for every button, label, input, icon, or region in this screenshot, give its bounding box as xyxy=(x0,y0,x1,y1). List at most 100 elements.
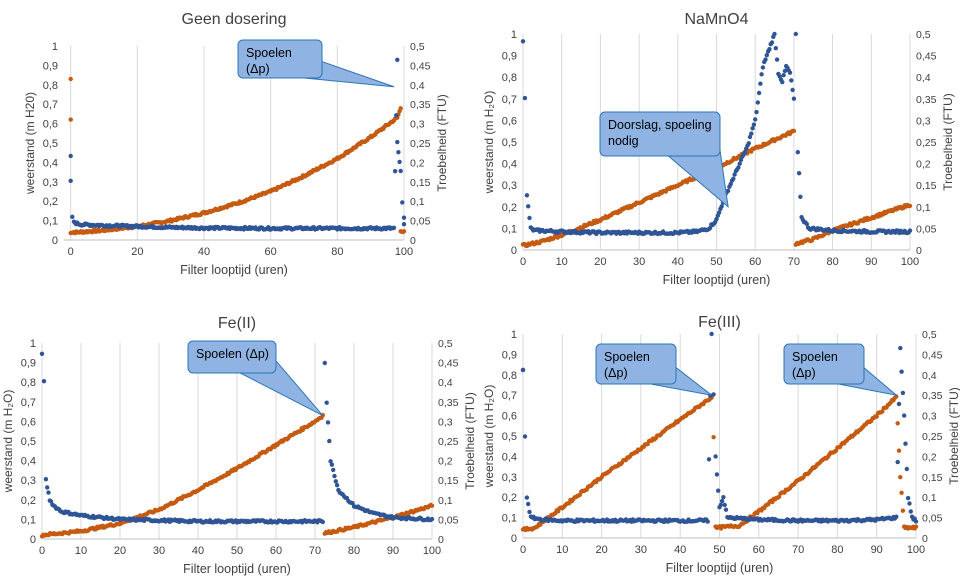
data-point xyxy=(350,501,355,506)
y-tick-label: 0,6 xyxy=(502,411,517,423)
data-point xyxy=(395,57,400,62)
data-point xyxy=(895,459,900,465)
data-point xyxy=(782,68,788,74)
y2-tick-label: 0,15 xyxy=(410,177,431,189)
callout-text: Spoelen (Δp) xyxy=(196,347,269,361)
data-point xyxy=(793,31,798,37)
data-point xyxy=(894,514,899,519)
callout-text: nodig xyxy=(608,134,639,148)
y-tick-label: 0,1 xyxy=(502,513,517,525)
data-point xyxy=(527,509,532,515)
turbidity-series xyxy=(520,331,919,525)
x-tick-label: 60 xyxy=(270,545,282,557)
callout-box xyxy=(783,343,865,385)
y2-tick-label: 0,35 xyxy=(410,99,431,111)
data-point xyxy=(798,194,803,199)
data-point xyxy=(68,117,73,122)
callout: Doorslag, spoeling nodig xyxy=(599,111,729,209)
y2-tick-label: 0,5 xyxy=(922,329,937,341)
y-tick-label: 0,9 xyxy=(502,51,517,63)
x-tick-label: 30 xyxy=(633,256,645,268)
y2-axis-label: Troebelheid (FTU) xyxy=(947,387,960,485)
data-point xyxy=(774,57,780,62)
y2-tick-label: 0,3 xyxy=(916,115,931,127)
y2-tick-label: 0,3 xyxy=(922,411,937,423)
y-tick-label: 0,1 xyxy=(21,514,36,526)
x-tick-label: 20 xyxy=(595,544,607,556)
data-point xyxy=(398,168,403,174)
x-tick-label: 50 xyxy=(231,545,243,557)
y-axis-label: weerstand (m H₂O) xyxy=(1,390,15,494)
data-point xyxy=(333,479,338,484)
data-point xyxy=(769,40,775,45)
x-tick-label: 100 xyxy=(907,544,925,556)
y2-tick-label: 0,25 xyxy=(438,436,459,448)
y-tick-label: 1 xyxy=(511,29,517,41)
data-point xyxy=(791,128,797,134)
x-tick-label: 100 xyxy=(423,545,441,557)
x-tick-label: 100 xyxy=(395,246,413,258)
y-tick-label: 0,9 xyxy=(502,349,517,361)
data-point xyxy=(795,150,800,155)
data-point xyxy=(68,178,73,183)
data-point xyxy=(400,200,405,205)
data-point xyxy=(728,181,733,187)
x-tick-label: 60 xyxy=(265,246,277,258)
x-tick-label: 40 xyxy=(192,545,204,557)
data-point xyxy=(527,215,532,221)
data-point xyxy=(322,360,327,366)
data-point xyxy=(711,392,716,397)
data-point xyxy=(398,106,403,111)
data-point xyxy=(520,367,526,373)
y-tick-label: 1 xyxy=(511,329,517,341)
y-tick-label: 0,6 xyxy=(502,115,517,127)
data-point xyxy=(789,78,794,83)
data-point xyxy=(750,126,755,131)
data-point xyxy=(429,516,435,522)
callout-text: (Δp) xyxy=(792,366,816,380)
data-point xyxy=(711,435,716,440)
y-tick-label: 0,8 xyxy=(43,80,58,92)
y2-tick-label: 0,45 xyxy=(410,60,431,72)
data-point xyxy=(334,483,340,488)
y2-tick-label: 0,4 xyxy=(438,377,453,389)
data-point xyxy=(522,95,528,101)
y-tick-label: 0,9 xyxy=(21,358,36,370)
y2-tick-label: 0,15 xyxy=(438,475,459,487)
data-point xyxy=(397,159,402,165)
data-point xyxy=(880,409,885,414)
y-tick-label: 1 xyxy=(30,338,36,350)
y2-axis-label: Troebelheid (FTU) xyxy=(463,392,477,490)
data-point xyxy=(907,501,912,506)
data-point xyxy=(723,507,729,512)
callout: Spoelen (Δp) xyxy=(783,343,899,397)
y2-tick-label: 0,1 xyxy=(916,202,931,214)
data-point xyxy=(39,351,45,356)
x-tick-label: 90 xyxy=(387,545,399,557)
y-tick-label: 0,4 xyxy=(502,159,517,171)
y-tick-label: 0,3 xyxy=(21,475,36,487)
y2-tick-label: 0,25 xyxy=(916,137,937,149)
y-tick-label: 0,3 xyxy=(502,472,517,484)
y2-tick-label: 0,2 xyxy=(916,159,931,171)
data-point xyxy=(908,509,913,514)
y-axis-label: weerstand (m H20) xyxy=(23,92,37,195)
y-tick-label: 0,2 xyxy=(502,202,517,214)
y2-tick-label: 0,45 xyxy=(916,51,937,63)
data-point xyxy=(401,215,407,220)
x-tick-label: 0 xyxy=(520,256,526,268)
x-tick-label: 90 xyxy=(871,544,883,556)
x-tick-label: 60 xyxy=(753,544,765,556)
y-tick-label: 0,7 xyxy=(502,390,517,402)
x-tick-label: 0 xyxy=(68,246,74,258)
x-tick-label: 10 xyxy=(75,545,87,557)
data-point xyxy=(751,122,757,127)
data-point xyxy=(913,524,919,529)
data-point xyxy=(746,141,751,146)
data-point xyxy=(714,472,720,477)
data-point xyxy=(755,100,760,105)
chart-title: Geen dosering xyxy=(182,11,287,28)
data-point xyxy=(714,216,719,222)
y2-tick-label: 0,4 xyxy=(410,80,425,92)
